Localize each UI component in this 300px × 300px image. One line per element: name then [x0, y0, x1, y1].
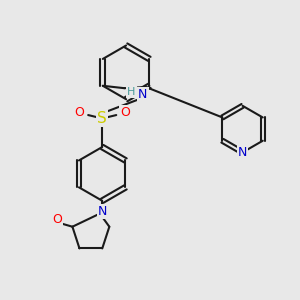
Text: N: N [98, 205, 107, 218]
Text: O: O [52, 213, 62, 226]
Text: N: N [238, 146, 247, 159]
Text: O: O [74, 106, 84, 119]
Text: O: O [120, 106, 130, 119]
Text: N: N [138, 88, 148, 101]
Text: S: S [97, 111, 107, 126]
Text: H: H [127, 87, 136, 97]
